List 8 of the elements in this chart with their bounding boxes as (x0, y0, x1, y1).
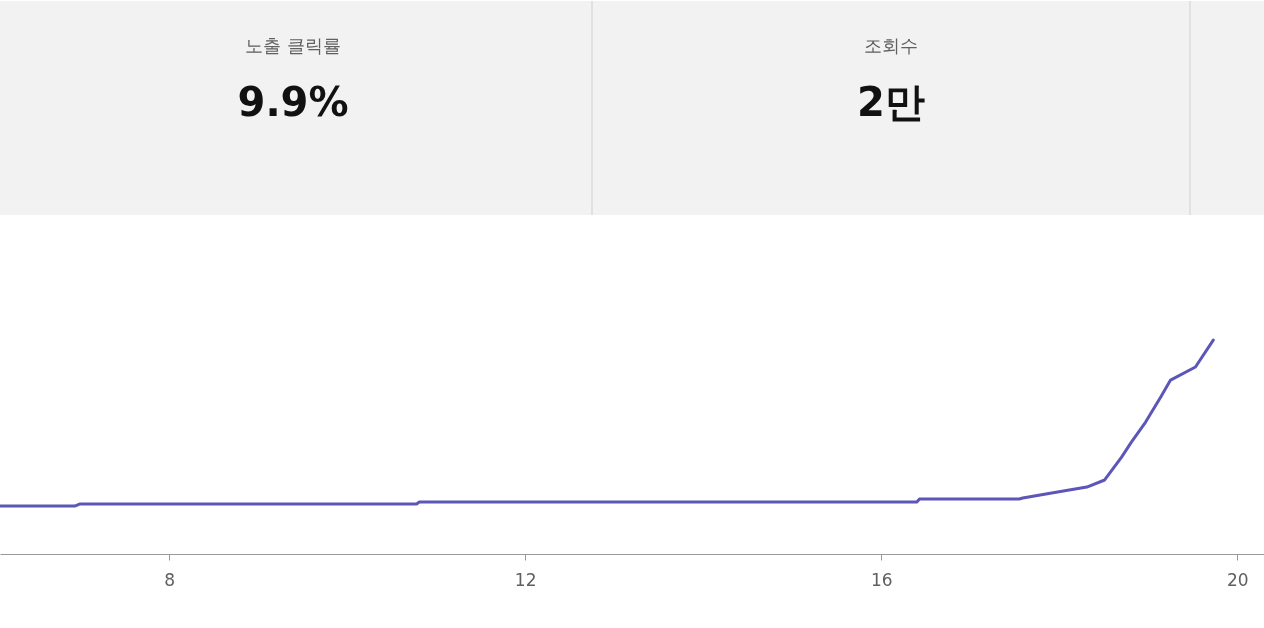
x-tick-label: 12 (514, 569, 537, 590)
category-label: 노출 클릭률 (245, 35, 341, 56)
x-tick-label: 20 (1226, 569, 1249, 590)
data-label: 2만 (857, 79, 925, 125)
category-label: 조회수 (864, 35, 919, 56)
x-tick-label: 8 (164, 569, 176, 590)
x-tick-label: 16 (870, 569, 893, 590)
data-label: 9.9% (237, 79, 349, 125)
